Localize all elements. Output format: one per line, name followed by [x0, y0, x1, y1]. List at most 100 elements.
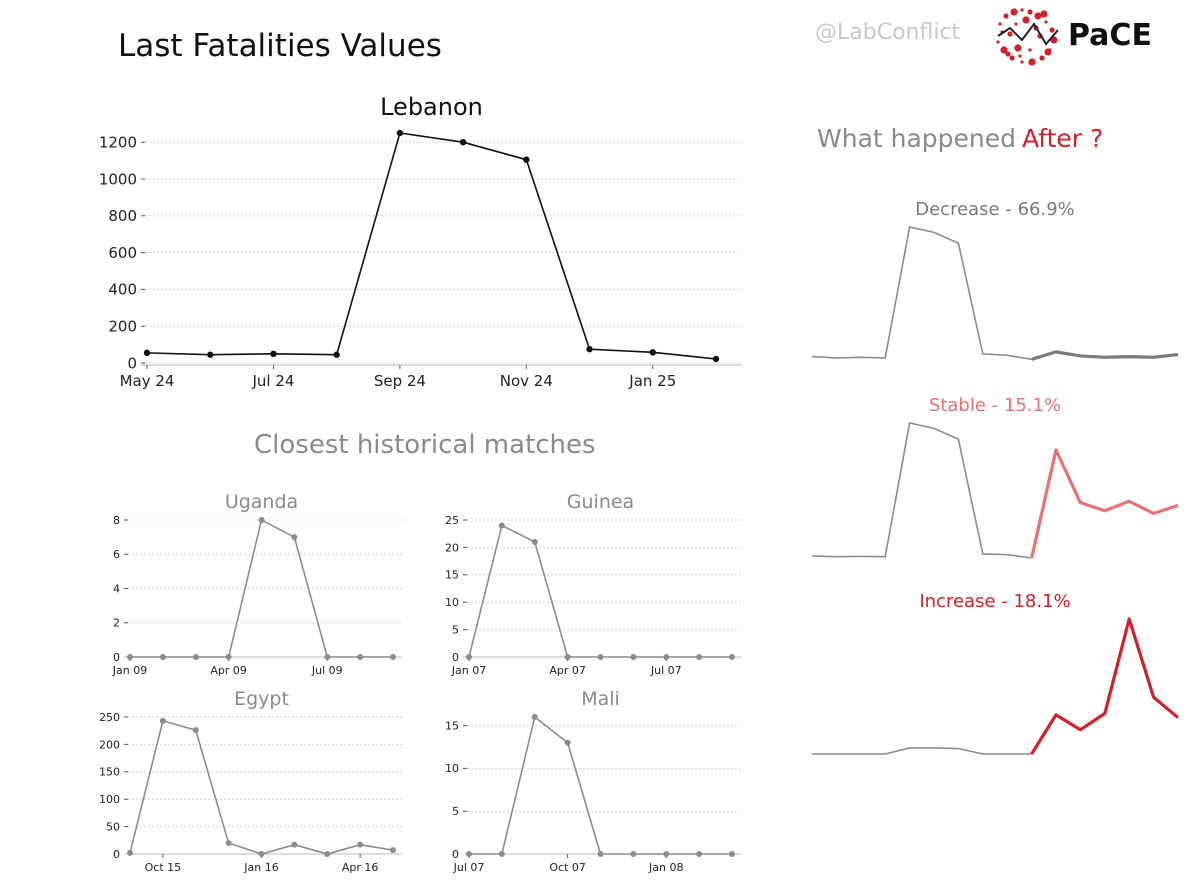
- lebanon-data-point: [207, 351, 214, 358]
- logo-dot: [1044, 48, 1052, 56]
- stable-title: Stable - 15.1%: [929, 395, 1061, 416]
- guinea-ytick-label: 20: [445, 541, 459, 554]
- logo-dot: [1003, 13, 1009, 19]
- lebanon-ytick-label: 1000: [99, 170, 137, 188]
- guinea-data-point: [630, 654, 637, 660]
- mali-data-point: [531, 714, 538, 720]
- mali-title: Mali: [581, 688, 620, 710]
- logo-dot: [1007, 31, 1013, 37]
- logo-dot: [1044, 20, 1048, 24]
- guinea-ytick-label: 25: [445, 514, 459, 527]
- lebanon-ytick-label: 1200: [99, 133, 137, 151]
- lebanon-xtick-label: Nov 24: [500, 372, 553, 390]
- mali-data-point: [729, 851, 735, 857]
- guinea-series-line: [468, 524, 732, 658]
- guinea-data-point: [466, 654, 472, 660]
- egypt-data-point: [324, 851, 331, 857]
- increase-forecast-line: [1030, 617, 1180, 755]
- guinea-data-point: [597, 654, 604, 660]
- egypt-ytick-label: 250: [99, 711, 120, 724]
- mali-data-point: [630, 851, 637, 857]
- mali-data-point: [564, 739, 571, 746]
- stable-scenario-chart: Stable - 15.1%: [811, 395, 1179, 559]
- mali-chart: Mali 0 5 10 15 Jul 07 Oct 07 Jan 08: [445, 688, 742, 874]
- decrease-scenario-chart: Decrease - 66.9%: [811, 199, 1179, 361]
- lebanon-xtick-label: Jan 25: [628, 372, 676, 390]
- lebanon-ytick-label: 0: [127, 354, 137, 372]
- mali-xtick-label: Oct 07: [549, 861, 586, 874]
- egypt-xtick-label: Jan 16: [243, 861, 278, 874]
- guinea-ytick-label: 15: [445, 569, 459, 582]
- logo-dot: [1005, 51, 1011, 57]
- pace-logo: [996, 8, 1059, 66]
- guinea-xtick-label: Jan 07: [451, 664, 486, 677]
- lebanon-data-point: [649, 349, 656, 356]
- lebanon-xtick-label: Jul 24: [251, 372, 294, 390]
- matches-subtitle: Closest historical matches: [254, 430, 596, 460]
- uganda-ytick-label: 0: [113, 651, 120, 664]
- mali-ytick-label: 15: [445, 719, 459, 732]
- lebanon-data-point: [396, 129, 404, 137]
- logo-text: PaCE: [1068, 18, 1152, 53]
- what-happened-heading: What happened After ?: [817, 124, 1103, 153]
- logo-dot: [1028, 58, 1036, 66]
- guinea-data-point: [696, 654, 703, 660]
- mali-data-point: [696, 851, 703, 857]
- uganda-data-point: [357, 654, 364, 660]
- logo-dot: [1020, 60, 1024, 64]
- increase-title: Increase - 18.1%: [919, 591, 1070, 612]
- twitter-handle: @LabConflict: [815, 20, 961, 45]
- uganda-data-point: [159, 654, 166, 660]
- guinea-xtick-label: Apr 07: [549, 664, 586, 677]
- uganda-data-point: [258, 517, 265, 523]
- egypt-ytick-label: 100: [99, 793, 120, 806]
- guinea-title: Guinea: [567, 491, 634, 513]
- lebanon-ytick-label: 800: [108, 207, 137, 225]
- uganda-data-point: [324, 654, 331, 660]
- uganda-data-point: [192, 654, 199, 660]
- logo-dot: [996, 40, 1000, 44]
- logo-dot: [1010, 8, 1018, 16]
- mali-data-point: [498, 851, 505, 857]
- egypt-data-point: [390, 847, 396, 854]
- mali-ytick-label: 0: [452, 848, 459, 861]
- lebanon-xtick-label: Sep 24: [374, 372, 426, 390]
- uganda-xtick-label: Apr 09: [210, 664, 247, 677]
- uganda-chart: Uganda 0 2 4 6 8 Jan 09 Apr 09 Jul 09: [112, 491, 402, 677]
- egypt-data-point: [159, 717, 166, 724]
- guinea-data-point: [531, 538, 538, 545]
- guinea-ytick-label: 5: [452, 623, 459, 636]
- logo-line-mark: [997, 22, 1059, 46]
- increase-scenario-chart: Increase - 18.1%: [812, 591, 1180, 755]
- decrease-forecast-line: [1031, 350, 1179, 361]
- logo-dot: [1020, 8, 1024, 12]
- egypt-ytick-label: 200: [99, 738, 120, 751]
- logo-dot: [1018, 54, 1022, 58]
- logo-dot: [1009, 55, 1015, 61]
- guinea-data-point: [729, 654, 735, 660]
- egypt-ytick-label: 0: [113, 848, 120, 861]
- lebanon-data-point: [459, 139, 467, 146]
- uganda-xtick-label: Jan 09: [112, 664, 147, 677]
- egypt-series-line: [129, 719, 394, 855]
- guinea-xtick-label: Jul 07: [650, 664, 682, 677]
- egypt-data-point: [291, 841, 298, 848]
- egypt-title: Egypt: [234, 688, 289, 710]
- logo-dot-cloud: [996, 8, 1058, 66]
- lebanon-data-point: [333, 351, 340, 358]
- logo-dot: [1000, 46, 1008, 54]
- mali-series-line: [469, 715, 732, 855]
- egypt-data-point: [127, 849, 133, 856]
- guinea-data-point: [498, 522, 505, 529]
- uganda-ytick-label: 8: [113, 514, 120, 527]
- guinea-ytick-label: 10: [445, 596, 459, 609]
- mali-xtick-label: Jan 08: [648, 861, 683, 874]
- logo-dot: [1014, 44, 1022, 52]
- lebanon-data-point: [712, 355, 720, 363]
- logo-dot: [1022, 16, 1030, 24]
- egypt-xtick-label: Oct 15: [145, 861, 182, 874]
- stable-forecast-line: [1030, 448, 1179, 559]
- uganda-xtick-label: Jul 09: [311, 664, 343, 677]
- logo-dot: [1039, 55, 1045, 61]
- uganda-data-point: [390, 654, 396, 660]
